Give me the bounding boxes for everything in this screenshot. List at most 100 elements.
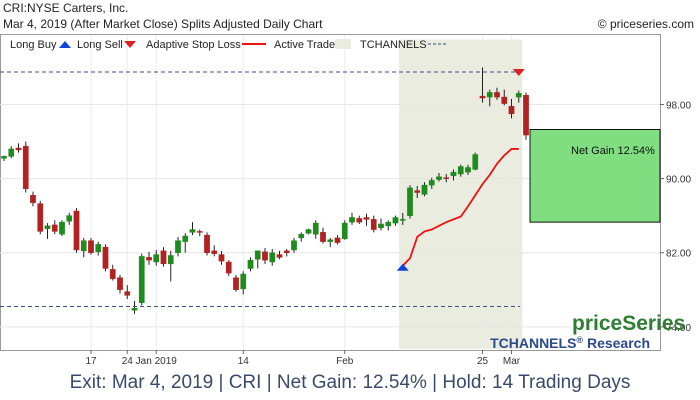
candle-body <box>254 250 261 260</box>
candle-body <box>392 217 399 224</box>
candle-body <box>320 232 326 242</box>
candle-body <box>117 277 123 291</box>
x-tick-label: Mar <box>503 356 521 367</box>
candle-body <box>138 256 145 304</box>
candle-body <box>472 154 479 170</box>
y-tick-label: 74.00 <box>666 323 691 334</box>
candle-body <box>22 145 29 190</box>
candle-body <box>204 234 210 253</box>
x-tick-label: 17 <box>85 356 97 367</box>
candle-body <box>305 229 312 234</box>
candle-body <box>225 261 232 274</box>
active-trade-region <box>399 39 523 349</box>
sell-marker <box>512 68 525 76</box>
candle-body <box>131 308 138 311</box>
y-tick-label: 82.00 <box>666 249 691 260</box>
candle-body <box>508 106 515 114</box>
candle-body <box>501 96 508 104</box>
legend: Long Buy Long Sell Adaptive Stop Loss Ac… <box>10 39 448 51</box>
candle-body <box>160 250 167 265</box>
candle-body <box>51 224 58 232</box>
brand-name: priceSeries <box>572 312 685 335</box>
candle-body <box>44 225 51 229</box>
candle-body <box>37 203 44 232</box>
candle-body <box>182 235 189 242</box>
net-gain-label: Net Gain 12.54% <box>571 145 655 157</box>
candle-body <box>80 240 87 252</box>
candle-body <box>218 254 225 262</box>
x-tick-label: 24 <box>122 356 134 367</box>
candle-body <box>196 231 203 233</box>
candle-body <box>298 233 305 239</box>
candle-body <box>247 259 254 269</box>
candle-body <box>378 223 384 228</box>
candle-body <box>95 244 102 253</box>
chart-title: CRI:NYSE Carters, Inc. <box>3 1 129 15</box>
candle-body <box>189 229 196 233</box>
candle-body <box>175 240 181 253</box>
candle-body <box>385 221 392 227</box>
candle-body <box>312 222 319 235</box>
buy-arrow-icon <box>59 41 71 48</box>
candle-body <box>276 254 283 258</box>
candle-body <box>283 250 290 253</box>
x-tick-label: 14 <box>238 356 250 367</box>
candle-body <box>269 252 276 263</box>
price-chart: 74.00 82.00 90.00 98.00 17 24 Jan 2019 14 Feb 25 M… <box>0 34 691 367</box>
candle-body <box>30 195 36 203</box>
candle-body <box>494 92 500 98</box>
legend-stop-loss: Adaptive Stop Loss <box>146 39 241 51</box>
candle-body <box>407 187 413 216</box>
y-tick-label: 90.00 <box>666 175 691 186</box>
x-tick-label: Jan 2019 <box>136 356 178 367</box>
candle-body <box>356 218 363 223</box>
candle-body <box>327 239 334 242</box>
chart-subtitle: Mar 4, 2019 (After Market Close) Splits … <box>3 17 323 31</box>
candle-body <box>211 250 218 254</box>
candle-body <box>349 217 355 223</box>
stop-loss-line <box>402 148 519 267</box>
x-tick-label: 25 <box>477 356 489 367</box>
brand-research: TCHANNELS® Research <box>490 335 650 351</box>
candle-body <box>73 210 80 251</box>
candle-body <box>370 219 377 230</box>
legend-active-trade: Active Trade <box>274 39 335 51</box>
candle-body <box>262 251 268 261</box>
candle-body <box>291 240 297 251</box>
candle-body <box>515 93 522 98</box>
copyright: © priceseries.com <box>597 17 694 31</box>
active-trade-swatch <box>335 39 351 49</box>
candle-body <box>457 166 464 175</box>
legend-long-buy: Long Buy <box>10 39 57 51</box>
legend-long-sell: Long Sell <box>77 39 123 51</box>
candle-body <box>109 269 116 279</box>
candle-body <box>124 291 131 296</box>
candle-body <box>1 156 7 159</box>
candle-body <box>363 217 370 220</box>
candle-body <box>59 221 65 235</box>
brand-logo: priceSeries TCHANNELS® Research <box>490 312 685 351</box>
candle-body <box>240 273 247 290</box>
candle-body <box>66 215 73 222</box>
candle-body <box>146 257 152 261</box>
candle-body <box>436 176 442 180</box>
candle-body <box>479 95 486 99</box>
buy-marker <box>396 263 409 271</box>
candle-body <box>414 190 421 193</box>
candle-body <box>523 94 529 136</box>
candle-body <box>486 92 493 98</box>
x-tick-label: Feb <box>336 356 354 367</box>
trade-summary: Exit: Mar 4, 2019 | CRI | Net Gain: 12.5… <box>69 372 631 393</box>
sell-arrow-icon <box>124 41 136 48</box>
candle-body <box>399 219 406 221</box>
candle-body <box>421 184 428 195</box>
legend-tchannels: TCHANNELS <box>360 39 427 51</box>
candle-body <box>88 240 94 253</box>
candle-body <box>334 237 341 243</box>
candle-body <box>443 177 450 179</box>
candle-body <box>167 255 174 265</box>
net-gain-box <box>529 129 661 223</box>
candle-body <box>102 246 109 269</box>
candle-body <box>341 222 348 240</box>
candle-body <box>465 167 471 173</box>
